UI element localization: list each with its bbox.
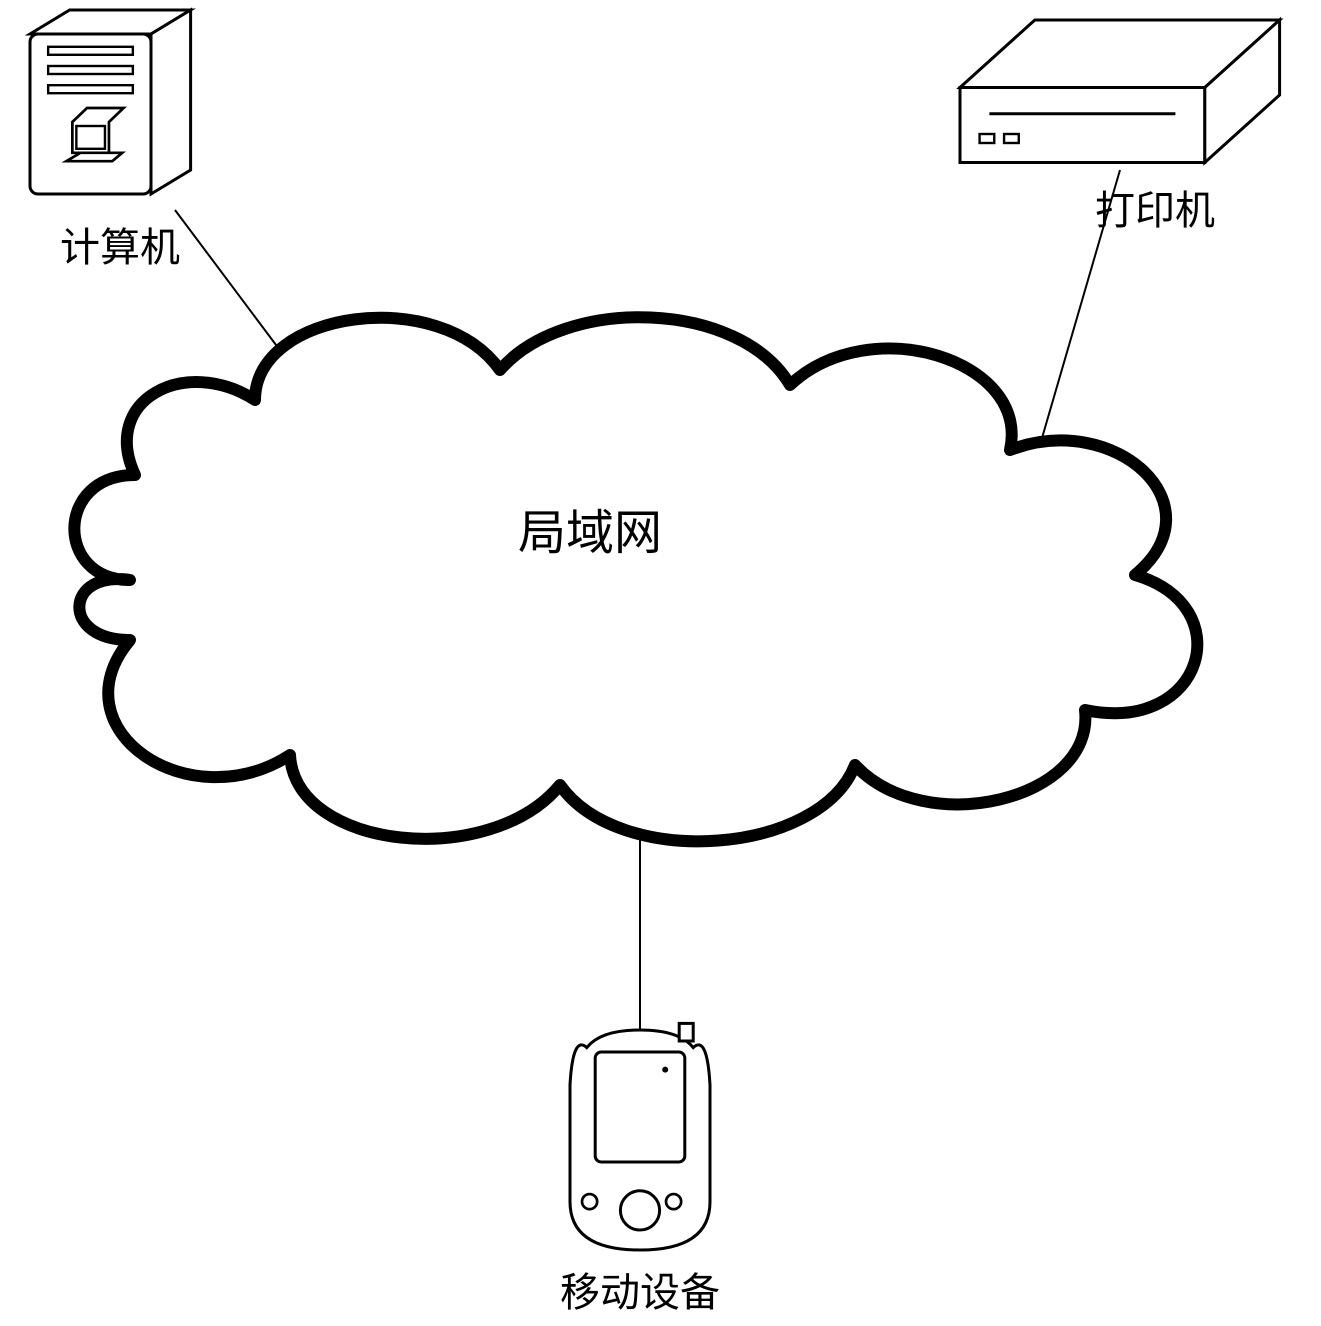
printer-icon: [960, 20, 1280, 163]
mobile-icon: [570, 1023, 710, 1250]
lan-label: 局域网: [518, 507, 662, 560]
computer-label: 计算机: [60, 215, 180, 273]
mobile-label: 移动设备: [560, 1260, 720, 1318]
computer-icon: [30, 10, 191, 194]
printer-label: 打印机: [1095, 178, 1215, 236]
lan-cloud: [74, 317, 1197, 841]
